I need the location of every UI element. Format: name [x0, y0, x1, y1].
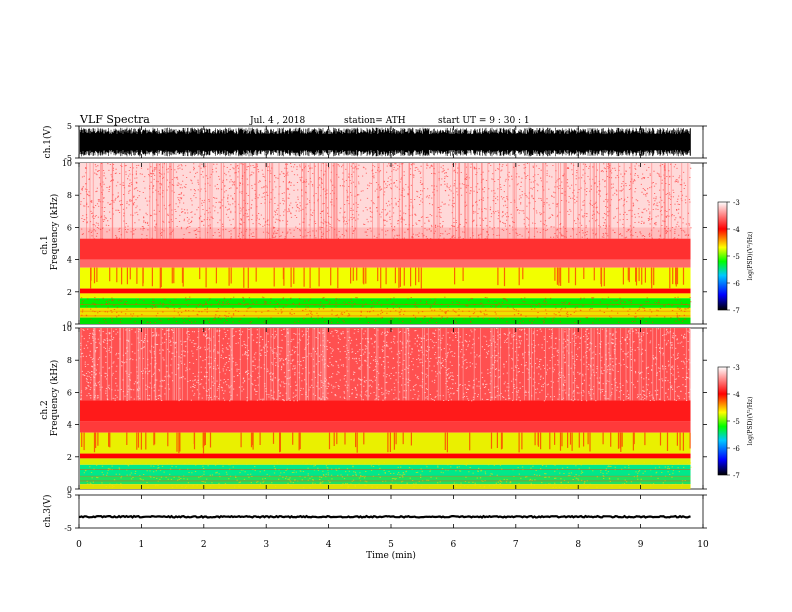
ch1-spectrogram-image [80, 163, 692, 324]
chart-title: VLF Spectra [79, 113, 150, 126]
ch2-spectrogram-ytick-label: 8 [67, 356, 72, 365]
ch2-spectrogram-ytick-label: 2 [67, 453, 72, 462]
colorbar-tick-label: -7 [733, 307, 740, 315]
ch1-spectrogram-ytick-label: 10 [62, 159, 72, 168]
ch1-waveform-ytick-label: -5 [64, 154, 72, 163]
colorbars: -3 -4 -5 -6 -7 log(PSD)(V²/Hz) -3 -4 -5 -6 -7 log(P… [717, 199, 754, 480]
ch1-spectrogram-ytick-label: 0 [67, 320, 72, 329]
header-date: Jul. 4 , 2018 [249, 116, 305, 126]
x-tick-label: 1 [139, 540, 145, 550]
panel-ch3-waveform-frame [78, 494, 704, 529]
ch1-waveform-ytick-label: 5 [67, 122, 72, 131]
x-axis-label: Time (min) [366, 550, 416, 561]
ch2-spectrogram-ytick-label: 6 [67, 388, 72, 397]
colorbar-tick-label: -4 [733, 226, 740, 234]
x-tick-label: 4 [326, 540, 332, 550]
header-start-time: start UT = 9 : 30 : 1 [438, 116, 530, 126]
x-tick-label: 2 [201, 540, 207, 550]
ch1-spectrogram-ytick-label: 6 [67, 223, 72, 232]
ch1-spectrogram-ytick-label: 8 [67, 191, 72, 200]
colorbar-tick-label: -3 [733, 364, 740, 372]
header-station: station= ATH [344, 116, 406, 126]
x-tick-label: 8 [575, 540, 581, 550]
x-tick-label: 0 [76, 540, 82, 550]
ch3-waveform-ylabel: ch.3(V) [42, 495, 53, 528]
colorbar-label: log(PSD)(V²/Hz) [747, 232, 754, 281]
colorbar-label: log(PSD)(V²/Hz) [747, 397, 754, 446]
ch3-waveform-ytick-label: 5 [67, 491, 72, 500]
ch2-spectrogram-ylabel-frequency: Frequency (kHz) [49, 360, 60, 437]
x-tick-label: 5 [388, 540, 394, 550]
ch1-spectrogram-ylabel-channel: ch.1 [40, 235, 50, 254]
colorbar-2 [717, 366, 728, 476]
x-tick-label: 6 [451, 540, 457, 550]
ch1-waveform-ylabel: ch.1(V) [42, 126, 53, 159]
colorbar-tick-label: -7 [733, 472, 740, 480]
ch1-waveform-trace [79, 127, 691, 157]
ch2-spectrogram-ylabel-channel: ch.2 [40, 400, 50, 419]
ch2-spectrogram-ytick-label: 4 [67, 421, 72, 430]
colorbar-tick-label: -3 [733, 199, 740, 207]
ch3-waveform-ytick-label: -5 [64, 524, 72, 533]
ch2-spectrogram-ytick-label: 0 [67, 485, 72, 494]
colorbar-tick-label: -5 [733, 253, 740, 261]
x-tick-label: 10 [697, 540, 709, 550]
x-tick-label: 7 [513, 540, 519, 550]
ch1-spectrogram-ylabel-frequency: Frequency (kHz) [49, 194, 60, 271]
ch3-waveform-trace [78, 514, 691, 519]
x-tick-label: 3 [263, 540, 269, 550]
ch1-spectrogram-ytick-label: 4 [67, 256, 72, 265]
colorbar-1 [717, 201, 728, 311]
ch1-spectrogram-ytick-label: 2 [67, 288, 72, 297]
ch2-spectrogram-ytick-label: 10 [62, 324, 72, 333]
colorbar-tick-label: -6 [733, 280, 740, 288]
colorbar-tick-label: -5 [733, 418, 740, 426]
x-tick-label: 9 [638, 540, 644, 550]
colorbar-tick-label: -4 [733, 391, 740, 399]
ch2-spectrogram-image [80, 328, 692, 489]
colorbar-tick-label: -6 [733, 445, 740, 453]
